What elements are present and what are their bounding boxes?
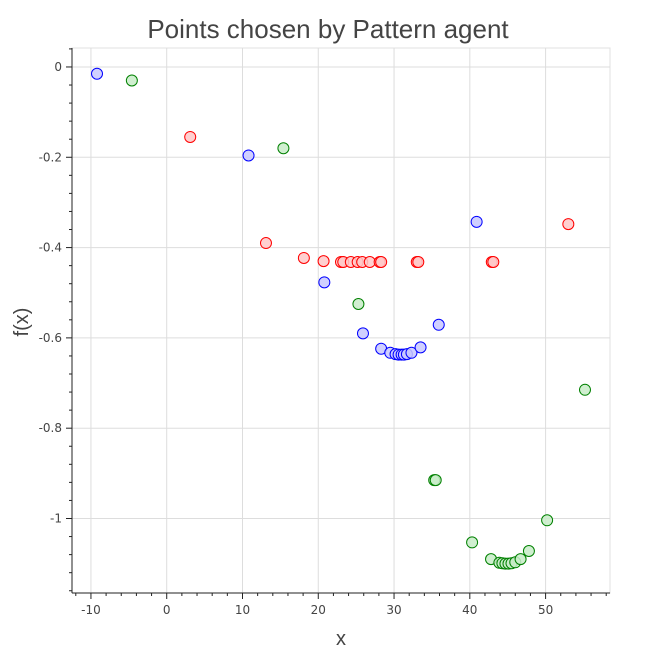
data-point [466, 536, 479, 549]
y-tick-label: -0.6 [39, 331, 62, 345]
y-axis-label: f(x) [11, 308, 33, 337]
data-point [318, 276, 331, 289]
x-tick-label: 10 [235, 603, 250, 617]
data-point [91, 67, 104, 80]
x-tick-label: 20 [311, 603, 326, 617]
x-axis-label: x [336, 628, 346, 650]
data-point [414, 341, 427, 354]
data-point [242, 149, 255, 162]
y-tick-label: -1 [50, 511, 62, 525]
data-point [487, 256, 500, 269]
data-point [352, 298, 365, 311]
y-tick-label: -0.8 [39, 421, 62, 435]
x-tick-label: 40 [462, 603, 477, 617]
data-point [514, 553, 527, 566]
plot-area [71, 47, 611, 594]
data-point [578, 383, 591, 396]
data-point [125, 74, 138, 87]
data-point [297, 251, 310, 264]
data-point [277, 142, 290, 155]
x-tick-label: 0 [163, 603, 171, 617]
x-tick-label: 50 [538, 603, 553, 617]
x-tick-label: -10 [81, 603, 101, 617]
data-point [317, 255, 330, 268]
data-point [356, 327, 369, 340]
data-point [470, 215, 483, 228]
data-point [432, 318, 445, 331]
y-tick-label: 0 [54, 60, 62, 74]
grid [72, 48, 610, 593]
chart-title: Points chosen by Pattern agent [147, 14, 509, 44]
data-points [91, 67, 591, 570]
data-point [522, 545, 535, 558]
x-tick-label: 30 [386, 603, 401, 617]
data-point [562, 218, 575, 231]
data-point [541, 514, 554, 527]
data-point [405, 346, 418, 359]
y-tick-label: -0.4 [39, 241, 62, 255]
y-tick-label: -0.2 [39, 150, 62, 164]
data-point [429, 474, 442, 487]
data-point [375, 256, 388, 269]
axes: -10 0 10 20 30 40 50 0 -0.2 -0.4 -0.6 -0.8 -1 [39, 48, 610, 617]
data-point [184, 130, 197, 143]
data-point [363, 256, 376, 269]
data-point [412, 256, 425, 269]
data-point [259, 237, 272, 250]
